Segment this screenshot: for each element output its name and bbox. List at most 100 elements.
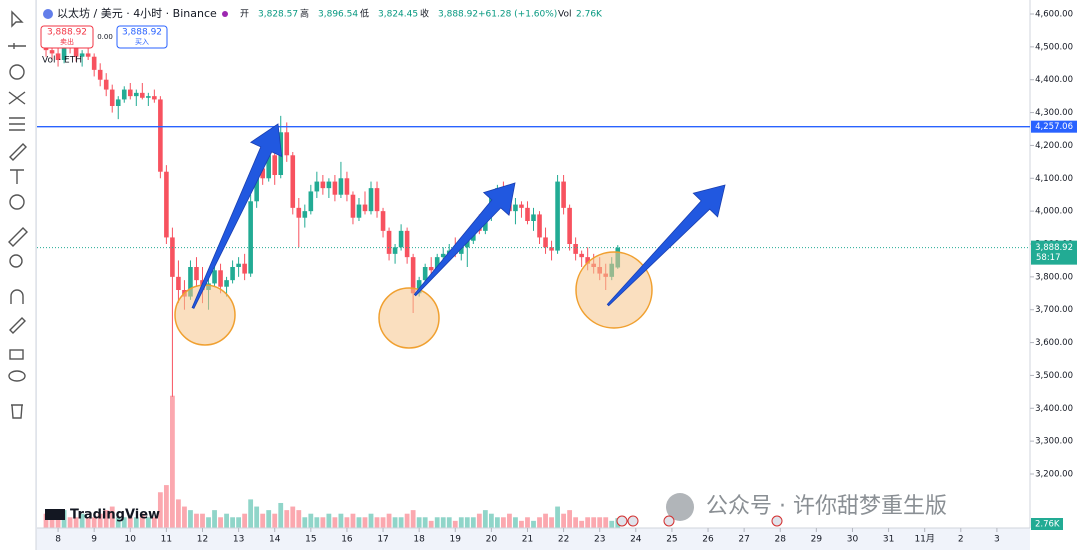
header: 以太坊 / 美元 · 4小时 · Binance 开 3,828.57 高 3,896… [40, 6, 603, 66]
x-tick-label: 12 [197, 535, 208, 545]
volume-bar [242, 513, 248, 528]
volume-bar [85, 517, 91, 528]
event-flag [663, 515, 675, 527]
buy-button[interactable] [116, 25, 168, 49]
candle-body [338, 178, 344, 195]
candle-body [260, 168, 265, 179]
volume-bar [133, 517, 139, 528]
hline-label-bg [1031, 120, 1077, 133]
volume-bar [537, 517, 542, 528]
volume-bar [224, 513, 229, 528]
candle-body [236, 263, 241, 267]
x-tick-label: 25 [666, 535, 677, 545]
zoom-tool[interactable] [9, 254, 23, 268]
candle-body [398, 230, 404, 248]
candle-body [134, 92, 139, 97]
brush-tool[interactable] [9, 143, 27, 161]
volume-bar [579, 520, 585, 528]
volume-bar [344, 517, 350, 528]
magnet-tool[interactable] [10, 289, 24, 304]
candle-body [374, 188, 380, 212]
y-tick-label: 3,400.00 [1035, 404, 1073, 414]
volume-bar [200, 513, 205, 528]
y-tick-label: 3,800.00 [1035, 272, 1073, 282]
candle-body [164, 171, 169, 238]
ohlc-key: 低 [360, 8, 369, 20]
ohlc-key: 高 [300, 8, 309, 20]
volume-bar [386, 513, 392, 528]
event-flag [627, 515, 639, 527]
candle-body [410, 257, 416, 294]
projection-tool[interactable] [9, 117, 25, 131]
volume-bar [452, 520, 458, 528]
ohlc-value: 3,888.92 [438, 10, 478, 20]
emoji-tool[interactable] [9, 194, 25, 210]
buy-label: 买入 [135, 38, 149, 46]
last-price-bg [1031, 240, 1077, 265]
candle-body [519, 204, 524, 208]
sell-button[interactable] [40, 25, 94, 49]
volume-bar [350, 513, 356, 528]
volume-bar [597, 517, 603, 528]
candle-body [386, 230, 392, 254]
vol-value: 2.76K [576, 10, 603, 20]
volume-bar [603, 517, 609, 528]
volume-bar [314, 517, 320, 528]
x-tick-label: 13 [233, 535, 244, 545]
volume-bar [398, 517, 404, 528]
volume-bar [121, 517, 127, 528]
volume-bar [374, 517, 380, 528]
text-tool[interactable] [10, 169, 24, 184]
lock-draw-tool[interactable] [9, 317, 26, 334]
pattern-tool[interactable] [8, 91, 26, 105]
volume-bar [434, 517, 440, 528]
visibility-tool[interactable] [8, 370, 26, 382]
candle-body [350, 194, 356, 218]
lock-tool[interactable] [9, 349, 24, 360]
spread: 0.00 [97, 33, 113, 41]
countdown: 58:17 [1036, 253, 1061, 263]
volume-bar [127, 517, 133, 528]
change: +61.28 (+1.60%) [478, 10, 557, 20]
candle-body [266, 155, 271, 179]
symbol-title: 以太坊 / 美元 · 4小时 · Binance [57, 6, 217, 20]
ohlc-key: 开 [240, 9, 249, 20]
ruler-tool[interactable] [8, 227, 28, 247]
line-tool[interactable] [8, 43, 26, 49]
candle-body [115, 99, 121, 106]
x-tick-label: 28 [775, 535, 787, 545]
trend-arrow [191, 123, 283, 309]
volume-bar [519, 520, 524, 528]
x-tick-label: 2 [958, 535, 964, 545]
candle-body [567, 207, 572, 244]
candle-body [242, 263, 247, 274]
volume-bar [176, 499, 181, 528]
x-tick-label: 17 [377, 535, 388, 545]
candle-body [320, 181, 326, 189]
x-tick-label: 23 [594, 535, 605, 545]
chart-area [37, 0, 1030, 528]
volume-bar [440, 517, 446, 528]
delete-tool[interactable] [11, 404, 23, 419]
candle-body [561, 181, 566, 208]
cursor-tool[interactable] [11, 10, 24, 28]
volume-bar [236, 517, 242, 528]
volume-bar [410, 510, 416, 528]
sell-price: 3,888.92 [47, 28, 87, 38]
vol-key: Vol [558, 10, 571, 20]
candle-body [73, 48, 79, 57]
volume-bar [218, 517, 223, 528]
highlight-circle [575, 251, 653, 329]
volume-bar [73, 517, 79, 528]
candle-body [170, 237, 175, 277]
fib-tool[interactable] [9, 64, 25, 80]
candle-body [392, 247, 398, 254]
volume-bar [362, 517, 368, 528]
highlight-circle [378, 287, 440, 349]
volume-bar [296, 510, 302, 528]
volume-bar [284, 510, 290, 528]
candle-body [531, 214, 536, 221]
candle-body [380, 211, 386, 231]
volume-bar [248, 499, 254, 528]
candle-body [549, 247, 554, 251]
